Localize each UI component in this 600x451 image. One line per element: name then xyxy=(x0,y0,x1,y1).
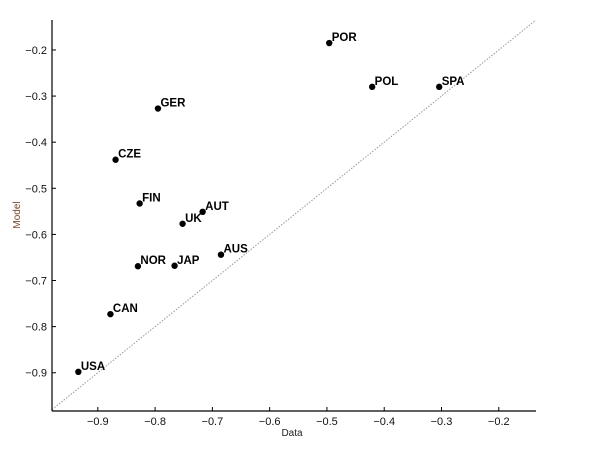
point-label-jap: JAP xyxy=(177,255,200,267)
data-point-por xyxy=(326,39,333,47)
x-tick-label: −0.8 xyxy=(144,416,166,428)
point-label-aut: AUT xyxy=(205,201,229,213)
data-point-nor xyxy=(134,263,142,270)
data-point-can xyxy=(107,310,114,318)
x-tick-label: −0.9 xyxy=(87,416,109,428)
x-tick-label: −0.3 xyxy=(431,416,453,428)
y-tick-label: −0.4 xyxy=(25,137,47,149)
data-point-aus xyxy=(217,251,225,258)
point-label-can: CAN xyxy=(113,303,138,315)
y-axis-label: Model xyxy=(12,201,23,228)
data-point-uk xyxy=(179,220,186,227)
point-label-uk: UK xyxy=(185,213,202,225)
y-tick-label: −0.5 xyxy=(25,183,47,195)
x-tick-label: −0.6 xyxy=(259,416,281,428)
x-ticks: −0.9 −0.8 −0.7 −0.6 −0.5 −0.4 −0.3 −0.2 xyxy=(87,407,510,428)
x-tick-label: −0.7 xyxy=(202,416,224,428)
point-label-aus: AUS xyxy=(223,244,248,256)
point-label-spa: SPA xyxy=(442,76,465,88)
data-point-ger xyxy=(154,105,162,112)
x-tick-label: −0.4 xyxy=(373,416,395,428)
y-tick-label: −0.7 xyxy=(25,276,47,288)
y-tick-label: −0.3 xyxy=(25,91,47,103)
y-tick-label: −0.9 xyxy=(25,368,47,380)
y-tick-label: −0.2 xyxy=(25,45,47,57)
data-point-jap xyxy=(171,262,178,269)
y-tick-label: −0.8 xyxy=(25,322,47,334)
data-point-fin xyxy=(136,200,143,207)
y-ticks: −0.2 −0.3 −0.4 −0.5 −0.6 −0.7 −0.8 −0.9 xyxy=(25,45,56,380)
data-point-usa xyxy=(75,368,82,376)
point-label-ger: GER xyxy=(160,98,186,110)
point-label-pol: POL xyxy=(375,76,399,88)
point-label-fin: FIN xyxy=(142,193,161,205)
x-axis-label: Data xyxy=(281,428,303,439)
data-point-pol xyxy=(368,83,376,91)
data-point-cze xyxy=(112,156,119,163)
x-tick-label: −0.2 xyxy=(488,416,510,428)
point-label-cze: CZE xyxy=(118,149,141,161)
data-point-aut xyxy=(199,208,206,216)
point-label-por: POR xyxy=(332,32,358,44)
point-label-nor: NOR xyxy=(140,255,166,267)
data-point-spa xyxy=(436,83,443,91)
point-label-usa: USA xyxy=(81,361,105,373)
x-tick-label: −0.5 xyxy=(316,416,338,428)
y-tick-label: −0.6 xyxy=(25,229,47,241)
